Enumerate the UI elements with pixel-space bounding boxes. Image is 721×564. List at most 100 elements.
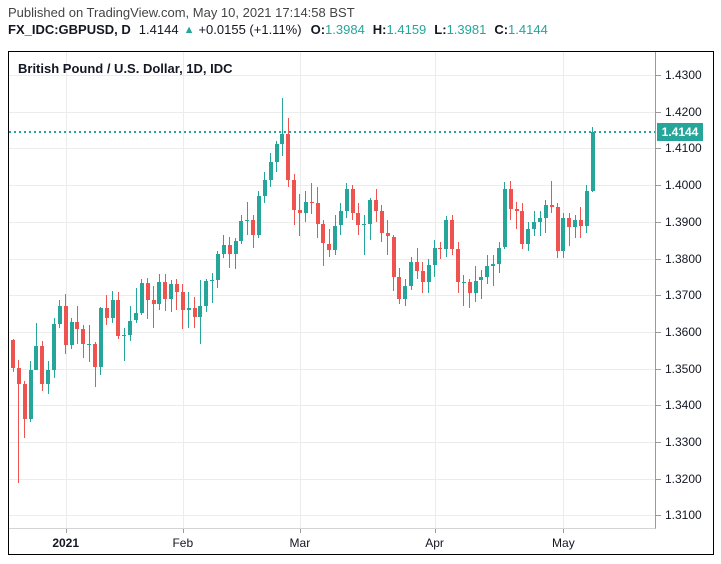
v-gridline — [65, 52, 67, 528]
candle-body — [233, 240, 238, 255]
candle-body — [532, 221, 537, 230]
change-value: +0.0155 (+1.11%) — [198, 22, 302, 37]
candle-body — [215, 254, 220, 280]
x-axis-label: 2021 — [52, 536, 80, 550]
y-axis-tick — [656, 405, 661, 407]
h-gridline — [9, 331, 655, 333]
candle-wick — [568, 212, 570, 246]
candle-body — [578, 220, 583, 226]
candle-body — [403, 286, 408, 299]
h-gridline — [9, 405, 655, 407]
x-axis-tick — [299, 529, 301, 533]
close-label: C: — [494, 22, 509, 37]
y-axis-tick — [656, 111, 661, 113]
y-axis-label: 1.4000 — [665, 178, 702, 193]
candle-body — [321, 224, 326, 244]
ohlc-high: H:1.4159 — [373, 22, 426, 37]
candle-wick — [135, 287, 137, 323]
y-axis-label: 1.3100 — [665, 508, 702, 523]
candle-body — [81, 328, 86, 345]
candle-body — [356, 212, 361, 226]
candle-body — [338, 210, 343, 226]
h-gridline — [9, 368, 655, 370]
candle-body — [40, 345, 45, 384]
candle-body — [262, 180, 267, 197]
candle-body — [134, 312, 138, 321]
candle-body — [479, 276, 484, 281]
candle-wick — [516, 201, 517, 230]
candle-body — [333, 225, 337, 251]
candle-body — [174, 284, 179, 293]
x-axis-label: May — [552, 536, 575, 550]
y-axis-tick — [656, 258, 661, 260]
candle-body — [502, 188, 507, 248]
candle-wick — [299, 194, 301, 237]
x-axis-label: Mar — [289, 536, 311, 550]
candle-wick — [492, 254, 494, 286]
candle-body — [46, 370, 51, 384]
candle-wick — [176, 278, 178, 310]
candle-wick — [551, 181, 553, 213]
published-line: Published on TradingView.com, May 10, 20… — [8, 5, 355, 20]
candle-body — [456, 249, 460, 283]
h-gridline — [9, 478, 655, 480]
x-axis-label: Apr — [425, 536, 444, 550]
y-axis-tick — [656, 331, 661, 333]
candle-body — [543, 205, 548, 219]
plot-area[interactable]: British Pound / U.S. Dollar, 1D, IDC — [9, 52, 656, 529]
candle-body — [514, 209, 519, 211]
candle-body — [520, 210, 525, 244]
candle-body — [415, 262, 419, 272]
candle-body — [420, 271, 425, 283]
v-gridline — [563, 52, 565, 528]
high-value: 1.4159 — [386, 22, 427, 37]
candle-body — [280, 133, 285, 144]
price-axis[interactable]: 1.4300 1.4200 1.4100 1.4000 1.3900 1.3800 1.37… — [656, 52, 713, 528]
candle-body — [122, 334, 127, 336]
candle-body — [315, 203, 320, 225]
candle-wick — [539, 210, 541, 237]
high-label: H: — [372, 22, 387, 37]
x-axis-tick — [434, 529, 436, 533]
candle-body — [450, 220, 455, 250]
candle-wick — [328, 229, 330, 257]
h-gridline — [9, 148, 655, 150]
y-axis-label: 1.3200 — [665, 471, 702, 486]
candle-body — [239, 221, 244, 241]
candle-wick — [123, 328, 125, 362]
candle-body — [186, 308, 191, 310]
candle-body — [274, 144, 279, 163]
candle-body — [561, 218, 566, 252]
candle-wick — [211, 273, 213, 303]
candle-body — [69, 322, 74, 346]
candle-body — [163, 282, 168, 299]
candle-body — [151, 300, 156, 305]
candle-body — [28, 369, 33, 419]
candle-body — [128, 320, 133, 335]
candle-body — [309, 201, 314, 204]
candle-body — [567, 218, 572, 228]
ohlc-open: O:1.3984 — [311, 22, 365, 37]
candle-wick — [281, 98, 283, 156]
candle-body — [11, 340, 15, 368]
candle-body — [473, 280, 478, 294]
candle-body — [245, 220, 250, 222]
candle-body — [590, 132, 595, 191]
symbol-status-bar: FX_IDC:GBPUSD, D 1.4144 ▲ +0.0155 (+1.11… — [8, 22, 556, 37]
current-price-line — [9, 131, 655, 134]
candle-body — [110, 299, 115, 319]
candle-body — [116, 299, 121, 336]
candle-body — [63, 306, 68, 346]
h-gridline — [9, 515, 655, 517]
candle-body — [555, 207, 560, 252]
candle-body — [368, 199, 373, 224]
y-axis-label: 1.3400 — [665, 398, 702, 413]
candle-body — [467, 282, 472, 294]
y-axis-tick — [656, 148, 661, 150]
candle-body — [204, 281, 209, 306]
candle-wick — [246, 201, 248, 235]
h-gridline — [9, 258, 655, 260]
x-axis-tick — [65, 529, 67, 533]
time-axis[interactable]: 2021 Feb Mar Apr May — [9, 529, 655, 555]
candle-body — [57, 306, 62, 324]
